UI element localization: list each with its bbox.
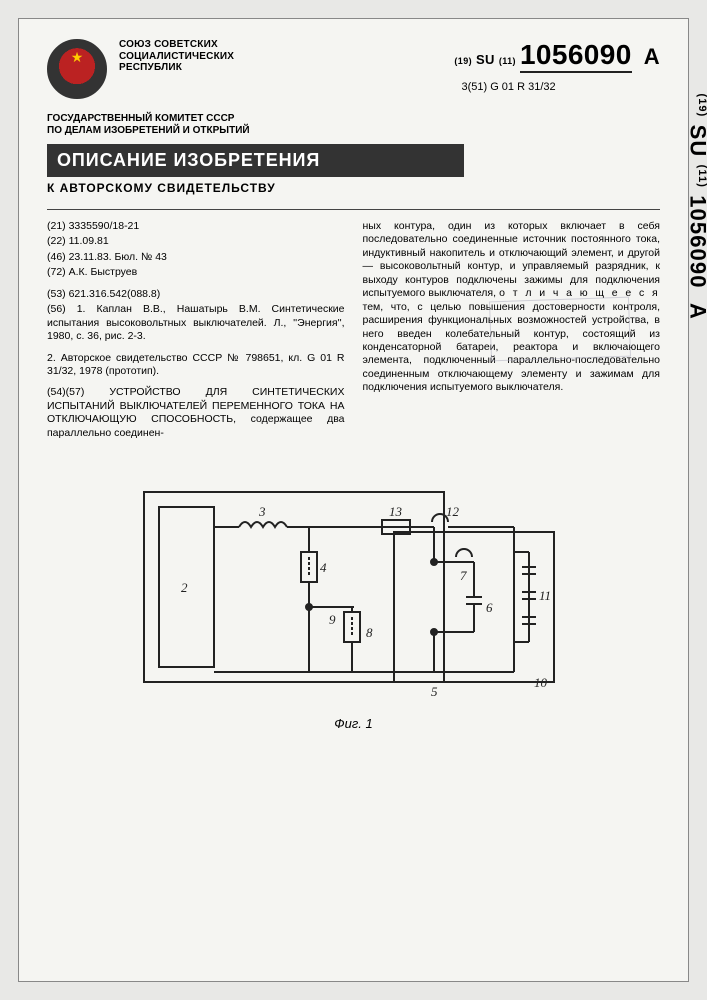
su-code: SU bbox=[476, 52, 495, 67]
side-number: 1056090 bbox=[686, 195, 707, 288]
side-su-number: (19) SU (11) 1056090 A bbox=[685, 93, 707, 320]
fig-num-8: 8 bbox=[366, 625, 373, 640]
side-suffix: A bbox=[686, 303, 707, 320]
fig-num-6: 6 bbox=[486, 600, 493, 615]
field-46: (46) 23.11.83. Бюл. № 43 bbox=[47, 251, 345, 264]
reference-2: 2. Авторское свидетельство СССР № 798651… bbox=[47, 352, 345, 379]
field-72: (72) А.К. Быструев bbox=[47, 266, 345, 279]
subtitle: К АВТОРСКОМУ СВИДЕТЕЛЬСТВУ bbox=[47, 181, 660, 195]
fig-num-13: 13 bbox=[389, 504, 403, 519]
fig-num-9: 9 bbox=[329, 612, 336, 627]
fig-num-3: 3 bbox=[258, 504, 266, 519]
fig-num-7: 7 bbox=[460, 568, 467, 583]
ussr-emblem-icon bbox=[47, 39, 107, 99]
figure-label: Фиг. 1 bbox=[47, 716, 660, 731]
fig-num-5: 5 bbox=[431, 684, 438, 699]
page: СОЮЗ СОВЕТСКИХ СОЦИАЛИСТИЧЕСКИХ РЕСПУБЛИ… bbox=[18, 18, 689, 982]
su-number: 1056090 bbox=[520, 39, 632, 73]
fig-num-10: 10 bbox=[534, 675, 548, 690]
field-56: (56) 1. Каплан В.В., Нашатырь В.М. Синте… bbox=[47, 303, 345, 343]
fig-num-12: 12 bbox=[446, 504, 460, 519]
su-mid: (11) bbox=[499, 56, 516, 66]
union-name: СОЮЗ СОВЕТСКИХ СОЦИАЛИСТИЧЕСКИХ РЕСПУБЛИ… bbox=[119, 39, 359, 74]
title-band: ОПИСАНИЕ ИЗОБРЕТЕНИЯ bbox=[47, 144, 464, 177]
side-prefix: (19) bbox=[696, 93, 707, 117]
side-mid: (11) bbox=[696, 165, 707, 188]
header-row: СОЮЗ СОВЕТСКИХ СОЦИАЛИСТИЧЕСКИХ РЕСПУБЛИ… bbox=[47, 39, 660, 99]
su-line: (19) SU (11) 1056090 A bbox=[371, 39, 660, 71]
side-code: SU bbox=[686, 125, 707, 158]
committee-text: ГОСУДАРСТВЕННЫЙ КОМИТЕТ СССР ПО ДЕЛАМ ИЗ… bbox=[47, 113, 660, 136]
fig-num-2: 2 bbox=[181, 580, 188, 595]
field-22: (22) 11.09.81 bbox=[47, 235, 345, 248]
su-number-block: (19) SU (11) 1056090 A 3(51) G 01 R 31/3… bbox=[371, 39, 660, 93]
classification: 3(51) G 01 R 31/32 bbox=[371, 81, 660, 93]
library-stamp bbox=[489, 297, 631, 362]
fig-num-4: 4 bbox=[320, 560, 327, 575]
field-21: (21) 3335590/18-21 bbox=[47, 220, 345, 233]
divider bbox=[47, 209, 660, 210]
field-54-57: (54)(57) УСТРОЙСТВО ДЛЯ СИНТЕТИЧЕСКИХ ИС… bbox=[47, 386, 345, 440]
fig-num-11: 11 bbox=[539, 588, 551, 603]
field-53: (53) 621.316.542(088.8) bbox=[47, 288, 345, 301]
left-column: (21) 3335590/18-21 (22) 11.09.81 (46) 23… bbox=[47, 220, 345, 442]
circuit-figure: 2 3 4 5 6 7 8 9 10 11 12 13 bbox=[134, 472, 574, 712]
su-prefix: (19) bbox=[454, 56, 472, 66]
su-suffix: A bbox=[644, 44, 660, 69]
